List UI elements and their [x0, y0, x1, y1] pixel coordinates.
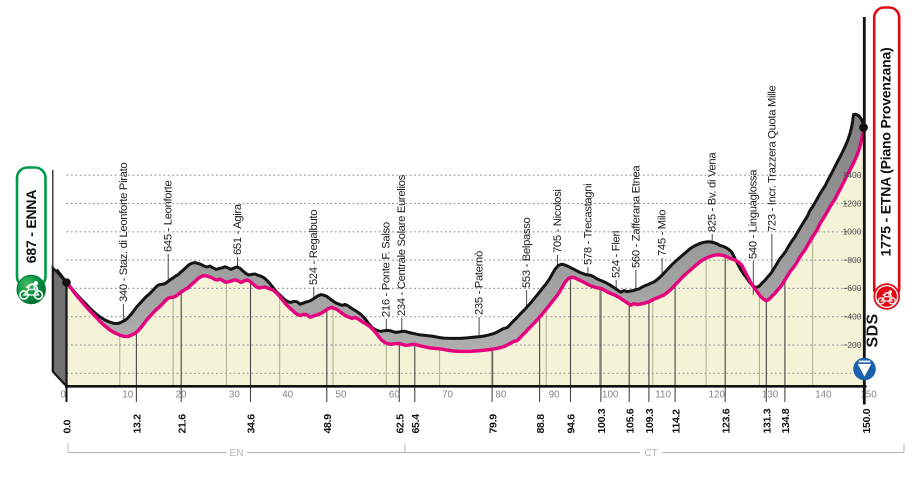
- svg-text:687 - ENNA: 687 - ENNA: [23, 190, 39, 264]
- svg-text:100: 100: [602, 390, 619, 401]
- svg-text:13.2: 13.2: [132, 414, 144, 434]
- svg-text:105.6: 105.6: [624, 408, 636, 433]
- svg-text:90: 90: [549, 390, 560, 401]
- svg-text:645 - Leonforte: 645 - Leonforte: [163, 181, 175, 252]
- svg-text:723 - Incr. Trazzera Quota Mil: 723 - Incr. Trazzera Quota Mille: [766, 85, 778, 232]
- svg-text:200: 200: [847, 340, 861, 350]
- svg-text:80: 80: [495, 390, 506, 401]
- svg-text:130: 130: [762, 390, 779, 401]
- svg-text:70: 70: [442, 390, 453, 401]
- svg-text:1200: 1200: [843, 198, 862, 208]
- svg-text:340 - Staz. di Leonforte Pirat: 340 - Staz. di Leonforte Pirato: [118, 163, 130, 302]
- svg-text:235 - Paternò: 235 - Paternò: [474, 251, 486, 315]
- svg-text:600: 600: [847, 283, 861, 293]
- svg-text:400: 400: [847, 312, 861, 322]
- svg-text:1400: 1400: [843, 170, 862, 180]
- svg-text:134.8: 134.8: [780, 408, 792, 433]
- svg-text:109.3: 109.3: [644, 408, 656, 433]
- svg-text:100.3: 100.3: [596, 408, 608, 433]
- svg-text:20: 20: [176, 390, 187, 401]
- svg-text:540 - Linguaglossa: 540 - Linguaglossa: [748, 169, 760, 259]
- svg-text:110: 110: [655, 390, 671, 401]
- svg-text:114.2: 114.2: [670, 409, 682, 434]
- svg-text:79.9: 79.9: [487, 414, 499, 434]
- svg-text:1000: 1000: [843, 227, 862, 237]
- svg-text:524 - Regalbuto: 524 - Regalbuto: [308, 210, 320, 285]
- svg-text:60: 60: [389, 390, 400, 401]
- svg-text:131.3: 131.3: [762, 408, 774, 433]
- svg-text:88.8: 88.8: [535, 414, 547, 434]
- svg-text:825 - Bv. di Vena: 825 - Bv. di Vena: [707, 152, 719, 232]
- svg-text:1775 - ETNA (Piano Provenzana): 1775 - ETNA (Piano Provenzana): [878, 48, 894, 257]
- svg-text:21.6: 21.6: [176, 414, 188, 434]
- svg-text:50: 50: [336, 390, 347, 401]
- svg-text:150: 150: [860, 390, 877, 401]
- svg-text:560 - Zafferana Etnea: 560 - Zafferana Etnea: [630, 165, 642, 268]
- svg-text:651 - Agira: 651 - Agira: [232, 203, 244, 255]
- svg-text:48.9: 48.9: [322, 414, 334, 434]
- svg-text:34.6: 34.6: [246, 414, 258, 434]
- svg-text:745 - Milo: 745 - Milo: [657, 210, 669, 256]
- svg-text:EN: EN: [230, 448, 244, 459]
- svg-text:524 - Fleri: 524 - Fleri: [611, 231, 623, 278]
- svg-text:94.6: 94.6: [566, 414, 578, 434]
- svg-text:234 - Centrale Solare Eurelios: 234 - Centrale Solare Eurelios: [396, 174, 408, 316]
- svg-text:216 - Ponte F. Salso: 216 - Ponte F. Salso: [381, 222, 393, 317]
- svg-text:0.0: 0.0: [62, 419, 74, 433]
- svg-text:578 - Trecastagni: 578 - Trecastagni: [582, 184, 594, 265]
- svg-text:62.5: 62.5: [395, 414, 407, 434]
- svg-text:553 - Belpasso: 553 - Belpasso: [521, 217, 533, 288]
- svg-text:140: 140: [815, 390, 832, 401]
- svg-text:40: 40: [282, 390, 293, 401]
- svg-text:10: 10: [122, 390, 133, 401]
- svg-text:65.4: 65.4: [410, 414, 422, 434]
- svg-text:800: 800: [847, 255, 861, 265]
- svg-text:0: 0: [61, 390, 67, 401]
- svg-text:120: 120: [709, 390, 726, 401]
- svg-text:CT: CT: [644, 448, 657, 459]
- svg-text:705 - Nicolosi: 705 - Nicolosi: [552, 189, 564, 253]
- svg-text:SDS: SDS: [865, 313, 882, 347]
- svg-text:30: 30: [229, 390, 240, 401]
- svg-text:123.6: 123.6: [720, 408, 732, 433]
- svg-text:150.0: 150.0: [861, 408, 873, 433]
